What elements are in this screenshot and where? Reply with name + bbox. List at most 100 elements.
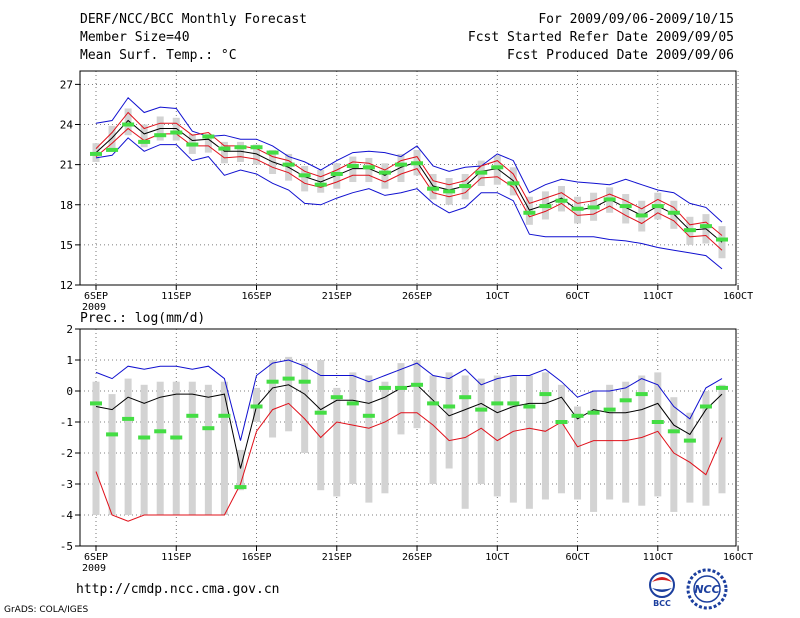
prec-median-mark bbox=[122, 416, 135, 421]
temp-mean-line bbox=[95, 119, 723, 243]
temp-ytick-label: 15 bbox=[60, 239, 73, 252]
prec-median-mark bbox=[106, 432, 119, 437]
prec-spread-box bbox=[108, 394, 116, 515]
temp-xtick-label: 11OCT bbox=[643, 291, 673, 302]
temp-xtick-label: 26SEP bbox=[402, 291, 432, 302]
prec-ytick-label: -5 bbox=[60, 540, 73, 553]
temp-ytick-label: 18 bbox=[60, 199, 73, 212]
forecast-period: For 2009/09/06-2009/10/15 bbox=[538, 12, 734, 27]
prec-spread-box bbox=[557, 384, 565, 494]
temp-median-mark bbox=[346, 163, 359, 168]
variable-label: Mean Surf. Temp.: °C bbox=[80, 48, 237, 63]
member-size: Member Size=40 bbox=[80, 30, 190, 45]
temp-median-mark bbox=[651, 204, 664, 209]
temp-median-mark bbox=[298, 173, 311, 178]
bcc-logo-text: BCC bbox=[653, 599, 671, 608]
prec-xtick-label: 11OCT bbox=[643, 552, 673, 563]
temp-median-mark bbox=[555, 198, 568, 203]
prec-frame bbox=[79, 328, 737, 547]
prec-median-mark bbox=[635, 392, 648, 397]
prec-ytick-label: 0 bbox=[66, 385, 73, 398]
temp-median-mark bbox=[250, 145, 263, 150]
prec-spread-box bbox=[349, 372, 357, 484]
produced-date: Fcst Produced Date 2009/09/06 bbox=[507, 48, 734, 63]
prec-spread-box bbox=[493, 375, 501, 497]
temp-median-mark bbox=[539, 204, 552, 209]
temp-median-mark bbox=[635, 213, 648, 218]
prec-ytick-label: -2 bbox=[60, 447, 73, 460]
prec-spread-box bbox=[301, 363, 309, 453]
temp-spread-box bbox=[525, 196, 533, 225]
prec-median-mark bbox=[555, 420, 568, 424]
temp-median-mark bbox=[619, 204, 632, 209]
prec-median-mark bbox=[154, 429, 167, 434]
prec-spread-box bbox=[269, 360, 277, 438]
temp-median-mark bbox=[122, 122, 135, 127]
prec-median-mark bbox=[539, 392, 552, 397]
temp-spread-box bbox=[204, 133, 212, 153]
prec-spread-box bbox=[606, 384, 614, 500]
prec-xtick-label: 16OCT bbox=[723, 552, 753, 563]
temp-median-mark bbox=[266, 150, 279, 155]
source-url: http://cmdp.ncc.cma.gov.cn bbox=[76, 582, 280, 597]
temp-std-lower-line bbox=[95, 127, 723, 251]
prec-xtick-label: 1OCT bbox=[485, 552, 509, 563]
prec-median-mark bbox=[90, 401, 102, 406]
prec-median-mark bbox=[523, 404, 536, 409]
prec-spread-box bbox=[413, 360, 421, 429]
prec-median-mark bbox=[411, 382, 424, 387]
prec-median-mark bbox=[362, 413, 375, 418]
temp-median-mark bbox=[411, 161, 424, 166]
prec-spread-box bbox=[686, 412, 694, 503]
temp-spread-box bbox=[349, 156, 357, 183]
prec-spread-box bbox=[317, 360, 325, 491]
prec-xtick-label: 6OCT bbox=[565, 552, 589, 563]
prec-median-mark bbox=[587, 410, 600, 415]
prec-median-mark bbox=[234, 485, 247, 490]
temp-spread-box bbox=[172, 117, 180, 141]
temp-std-upper-line bbox=[95, 111, 723, 236]
temp-spread-box bbox=[365, 157, 373, 183]
temp-median-mark bbox=[523, 210, 536, 215]
temp-spread-box bbox=[317, 169, 325, 193]
prec-spread-box bbox=[541, 372, 549, 500]
prec-median-mark bbox=[716, 385, 728, 390]
temp-median-mark bbox=[314, 182, 327, 187]
prec-spread-box bbox=[622, 381, 630, 503]
temp-median-mark bbox=[603, 197, 616, 202]
temp-spread-box bbox=[124, 108, 132, 136]
temp-spread-box bbox=[557, 186, 565, 212]
temp-median-mark bbox=[362, 165, 375, 170]
temp-median-mark bbox=[683, 228, 696, 233]
prec-median-mark bbox=[298, 379, 311, 384]
prec-median-mark bbox=[427, 401, 440, 406]
prec-median-mark bbox=[266, 379, 279, 384]
temp-xtick-label: 11SEP bbox=[161, 291, 191, 302]
temp-spread-box bbox=[333, 163, 341, 189]
prec-spread-box bbox=[124, 378, 132, 515]
prec-spread-box bbox=[172, 381, 180, 515]
prec-spread-box bbox=[461, 375, 469, 509]
prec-median-mark bbox=[683, 438, 696, 443]
temp-median-mark bbox=[667, 210, 680, 215]
prec-median-mark bbox=[603, 407, 616, 412]
temp-median-mark bbox=[330, 171, 343, 176]
temp-median-mark bbox=[154, 133, 167, 138]
temp-spread-box bbox=[381, 163, 389, 189]
temp-median-mark bbox=[282, 162, 295, 167]
prec-median-mark bbox=[667, 429, 680, 434]
temp-median-mark bbox=[394, 162, 407, 167]
prec-spread-box bbox=[188, 381, 196, 515]
prec-spread-box bbox=[670, 397, 678, 512]
prec-spread-box bbox=[429, 375, 437, 484]
prec-median-mark bbox=[378, 385, 391, 390]
temp-frame bbox=[79, 70, 737, 286]
temp-median-mark bbox=[138, 139, 151, 144]
temp-xtick-label: 1OCT bbox=[485, 291, 509, 302]
temp-ytick-label: 12 bbox=[60, 279, 73, 292]
temp-spread-box bbox=[493, 155, 501, 185]
temp-xtick-label: 16OCT bbox=[723, 291, 753, 302]
temp-median-mark bbox=[378, 170, 391, 175]
prec-median-mark bbox=[314, 410, 327, 415]
